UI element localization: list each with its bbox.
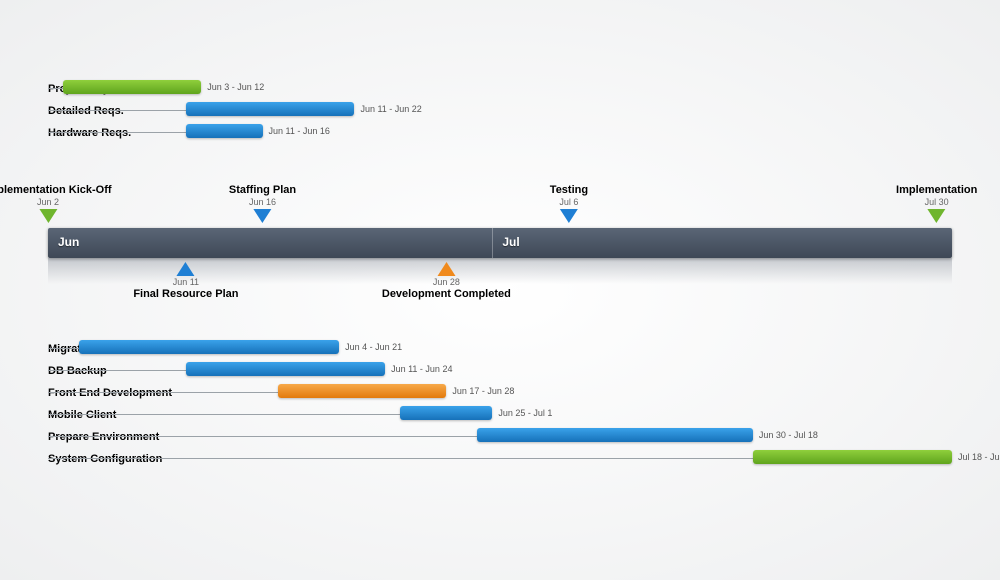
task-date-range: Jun 30 - Jul 18 <box>759 428 818 442</box>
task-leader-line <box>48 370 186 371</box>
milestone-title: Development Completed <box>382 288 511 300</box>
milestone-marker-icon <box>39 209 57 223</box>
milestone-date: Jul 6 <box>550 197 588 207</box>
task-bar <box>63 80 201 94</box>
task-bar <box>278 384 447 398</box>
task-row: System ConfigurationJul 18 - Jul 31 <box>48 450 952 468</box>
task-bar <box>186 362 385 376</box>
milestone-title: Implementation <box>896 184 977 196</box>
task-bar <box>753 450 952 464</box>
task-bar <box>186 102 355 116</box>
task-date-range: Jun 3 - Jun 12 <box>207 80 264 94</box>
month-label: Jun <box>58 235 79 249</box>
milestone-title: Testing <box>550 184 588 196</box>
task-date-range: Jun 4 - Jun 21 <box>345 340 402 354</box>
task-row: Project ObjectivesJun 3 - Jun 12 <box>48 80 952 98</box>
milestone-date: Jun 2 <box>0 197 112 207</box>
task-date-range: Jun 17 - Jun 28 <box>452 384 514 398</box>
task-leader-line <box>48 436 477 437</box>
task-leader-line <box>48 414 400 415</box>
milestone-title: Implementation Kick-Off <box>0 184 112 196</box>
task-row: Front End Development Jun 17 - Jun 28 <box>48 384 952 402</box>
milestone-marker-icon <box>560 209 578 223</box>
task-label: System Configuration <box>48 450 162 468</box>
task-label: DB Backup <box>48 362 107 380</box>
task-row: Prepare Environment Jun 30 - Jul 18 <box>48 428 952 446</box>
milestone-marker-icon <box>928 209 946 223</box>
milestone-bottom: Jun 28Development Completed <box>382 260 511 300</box>
month-label: Jul <box>502 235 519 249</box>
task-label: Mobile Client <box>48 406 116 424</box>
task-leader-line <box>48 88 63 89</box>
task-bar <box>79 340 339 354</box>
task-row: Detailed Reqs. Jun 11 - Jun 22 <box>48 102 952 120</box>
task-leader-line <box>48 132 186 133</box>
task-label: Front End Development <box>48 384 172 402</box>
milestone-bottom: Jun 11Final Resource Plan <box>133 260 238 300</box>
month-separator <box>492 228 493 258</box>
task-row: Hardware Reqs. Jun 11 - Jun 16 <box>48 124 952 142</box>
milestone-date: Jun 11 <box>133 277 238 287</box>
task-date-range: Jul 18 - Jul 31 <box>958 450 1000 464</box>
task-label: Detailed Reqs. <box>48 102 124 120</box>
timeline-band-bar: Jun Jul <box>48 228 952 258</box>
task-leader-line <box>48 110 186 111</box>
task-date-range: Jun 11 - Jun 22 <box>360 102 421 116</box>
task-date-range: Jun 11 - Jun 16 <box>269 124 330 138</box>
milestone-marker-icon <box>177 262 195 276</box>
task-label: Prepare Environment <box>48 428 159 446</box>
milestone-date: Jun 28 <box>382 277 511 287</box>
task-leader-line <box>48 458 753 459</box>
task-date-range: Jun 11 - Jun 24 <box>391 362 452 376</box>
milestone-title: Final Resource Plan <box>133 288 238 300</box>
task-row: MigrationJun 4 - Jun 21 <box>48 340 952 358</box>
task-bar <box>186 124 263 138</box>
task-label: Hardware Reqs. <box>48 124 131 142</box>
timeline-band: Jun Jul <box>48 228 952 258</box>
task-leader-line <box>48 348 79 349</box>
milestone-marker-icon <box>253 209 271 223</box>
milestone-date: Jul 30 <box>896 197 977 207</box>
milestone-title: Staffing Plan <box>229 184 296 196</box>
milestone-marker-icon <box>437 262 455 276</box>
milestone-date: Jun 16 <box>229 197 296 207</box>
task-bar <box>400 406 492 420</box>
task-row: Mobile Client Jun 25 - Jul 1 <box>48 406 952 424</box>
task-leader-line <box>48 392 278 393</box>
task-row: DB Backup Jun 11 - Jun 24 <box>48 362 952 380</box>
task-bar <box>477 428 753 442</box>
task-date-range: Jun 25 - Jul 1 <box>498 406 552 420</box>
